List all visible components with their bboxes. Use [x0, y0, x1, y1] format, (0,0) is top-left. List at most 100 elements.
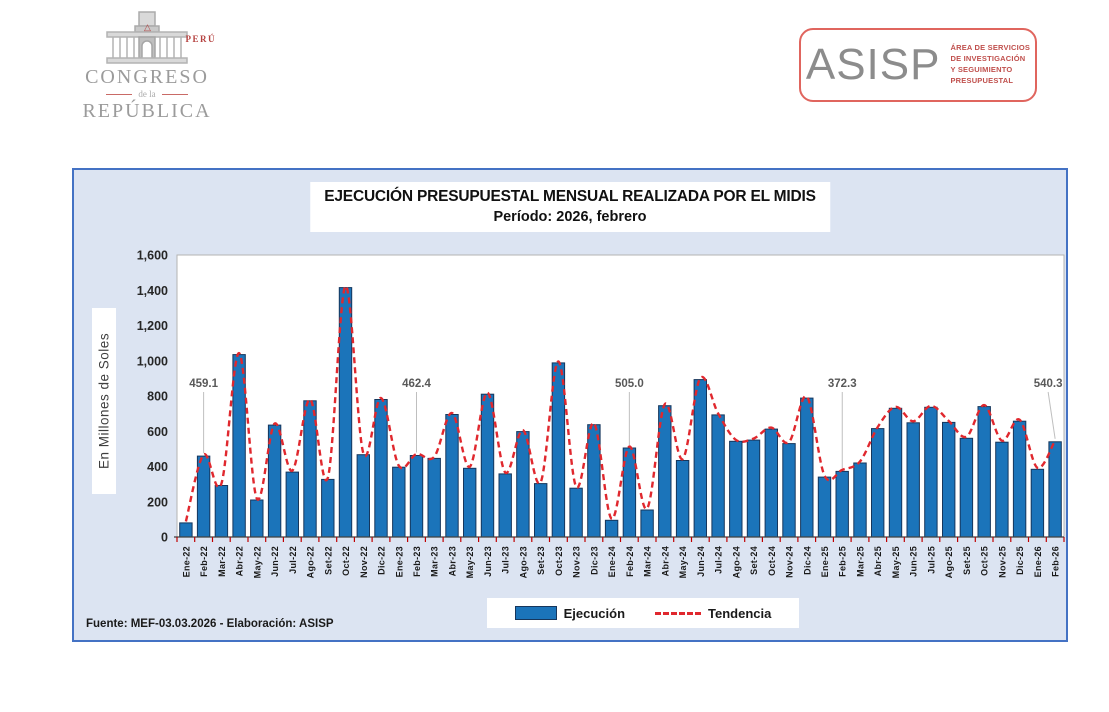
- bar-Feb-23: [409, 455, 424, 538]
- bar-Nov-23: [569, 487, 583, 538]
- bar-May-23: [463, 467, 477, 538]
- chart-title-line1: EJECUCIÓN PRESUPUESTAL MENSUAL REALIZADA…: [324, 188, 816, 205]
- x-tick-label: May-25: [891, 546, 901, 578]
- x-tick-label: Ago-24: [731, 546, 741, 578]
- bar-Dic-25: [1012, 420, 1027, 538]
- x-tick-label: Abr-24: [660, 546, 670, 576]
- bar-Jun-23: [480, 393, 495, 538]
- x-tick-label: Mar-25: [856, 546, 866, 577]
- legend-trend-label: Tendencia: [708, 605, 772, 621]
- legend-execution-label: Ejecución: [563, 605, 626, 621]
- x-tick-label: Ene-24: [607, 546, 617, 577]
- x-tick-label: Jun-23: [483, 546, 493, 577]
- bar-Ene-25: [817, 476, 832, 538]
- x-tick-label: Ene-22: [181, 546, 191, 577]
- bar-Jul-22: [285, 471, 300, 538]
- x-tick-label: Abr-22: [235, 546, 245, 576]
- bar-Nov-25: [995, 441, 1009, 538]
- asisp-acronym: ASISP: [805, 40, 941, 89]
- x-tick-label: Jun-25: [909, 546, 919, 577]
- x-tick-label: Ene-23: [394, 546, 404, 577]
- chart-legend: Ejecución Tendencia: [487, 598, 799, 628]
- congress-wordmark-line3: REPÚBLICA: [82, 100, 212, 122]
- bar-Nov-22: [356, 454, 371, 538]
- annotation-label: 459.1: [189, 378, 218, 390]
- y-tick-label: 1,400: [137, 284, 168, 298]
- x-tick-label: Oct-23: [554, 546, 564, 576]
- x-tick-label: Dic-23: [589, 546, 599, 575]
- bar-Dic-22: [374, 399, 388, 538]
- bar-Oct-23: [551, 362, 566, 538]
- x-tick-label: Jun-22: [270, 546, 280, 577]
- y-axis-title: En Millones de Soles: [92, 308, 116, 494]
- bar-Ago-23: [516, 431, 530, 538]
- bar-Ene-24: [604, 519, 619, 538]
- x-tick-label: May-23: [465, 546, 475, 578]
- x-tick-label: Mar-22: [217, 546, 227, 577]
- bar-Set-23: [534, 483, 548, 538]
- x-tick-label: Abr-25: [873, 546, 883, 576]
- y-tick-label: 200: [147, 495, 168, 509]
- bar-Feb-26: [1048, 441, 1062, 538]
- x-tick-label: Ago-23: [518, 546, 528, 578]
- asisp-description: ÁREA DE SERVICIOS DE INVESTIGACIÓN Y SEG…: [950, 43, 1031, 85]
- x-tick-label: Jul-22: [288, 546, 298, 574]
- bar-Abr-25: [871, 428, 885, 538]
- x-tick-label: Nov-24: [785, 546, 795, 578]
- x-tick-label: Jul-25: [926, 546, 936, 574]
- left-rule: [106, 93, 133, 95]
- x-tick-label: Oct-24: [767, 546, 777, 576]
- bar-Feb-25: [835, 470, 849, 538]
- congress-wordmark-line2: de la: [72, 89, 222, 99]
- legend-item-trend: Tendencia: [655, 606, 771, 621]
- right-rule: [161, 93, 188, 95]
- x-tick-label: Nov-25: [997, 546, 1007, 578]
- bar-Oct-25: [977, 406, 991, 538]
- x-tick-label: Feb-25: [838, 546, 848, 577]
- bar-Oct-24: [764, 428, 778, 538]
- bar-Mar-23: [427, 457, 441, 538]
- chart-title: EJECUCIÓN PRESUPUESTAL MENSUAL REALIZADA…: [310, 182, 830, 232]
- bar-Jul-25: [924, 406, 938, 538]
- legend-execution-swatch: [514, 606, 557, 620]
- annotation-label: 462.4: [402, 378, 431, 390]
- y-tick-label: 1,000: [137, 354, 168, 368]
- bar-Dic-24: [800, 397, 814, 538]
- congress-wordmark-line1: CONGRESO: [85, 66, 209, 88]
- x-tick-label: Abr-23: [448, 546, 458, 576]
- x-tick-label: Jul-24: [714, 546, 724, 574]
- x-tick-label: Feb-24: [625, 546, 635, 577]
- x-tick-label: Mar-23: [430, 546, 440, 577]
- bar-Set-24: [746, 439, 761, 538]
- bar-Mar-24: [640, 509, 654, 538]
- bar-Ene-22: [179, 522, 193, 538]
- bar-Jun-24: [693, 379, 707, 538]
- bar-Ene-26: [1030, 468, 1045, 538]
- source-footnote: Fuente: MEF-03.03.2026 - Elaboración: AS…: [86, 618, 334, 630]
- y-tick-label: 0: [161, 531, 168, 545]
- legend-trend-dash-icon: [655, 611, 702, 615]
- x-tick-label: Ago-25: [944, 546, 954, 578]
- x-tick-label: Dic-25: [1015, 546, 1025, 575]
- bar-Nov-24: [782, 443, 796, 538]
- bar-Jul-23: [498, 473, 512, 538]
- bar-Ene-23: [392, 466, 406, 538]
- x-tick-label: Dic-22: [377, 546, 387, 575]
- y-tick-label: 600: [147, 425, 168, 439]
- y-tick-label: 800: [147, 390, 168, 404]
- y-tick-label: 400: [147, 460, 168, 474]
- congress-building-icon: [106, 11, 188, 64]
- x-tick-label: Nov-22: [359, 546, 369, 578]
- y-tick-label: 1,600: [137, 249, 168, 263]
- bar-May-25: [888, 407, 903, 538]
- bar-Jul-24: [711, 414, 725, 538]
- bar-Set-25: [959, 437, 974, 538]
- x-tick-label: Jul-23: [501, 546, 511, 574]
- chart-title-line2: Período: 2026, febrero: [493, 209, 647, 225]
- congress-logo: △ PERÚ CONGRESO de la REPÚBLICA: [72, 10, 222, 122]
- x-tick-label: May-22: [252, 546, 262, 578]
- x-tick-label: Oct-25: [980, 546, 990, 576]
- bar-Mar-22: [214, 485, 229, 538]
- bar-May-22: [250, 499, 264, 538]
- x-tick-label: Set-24: [749, 546, 759, 575]
